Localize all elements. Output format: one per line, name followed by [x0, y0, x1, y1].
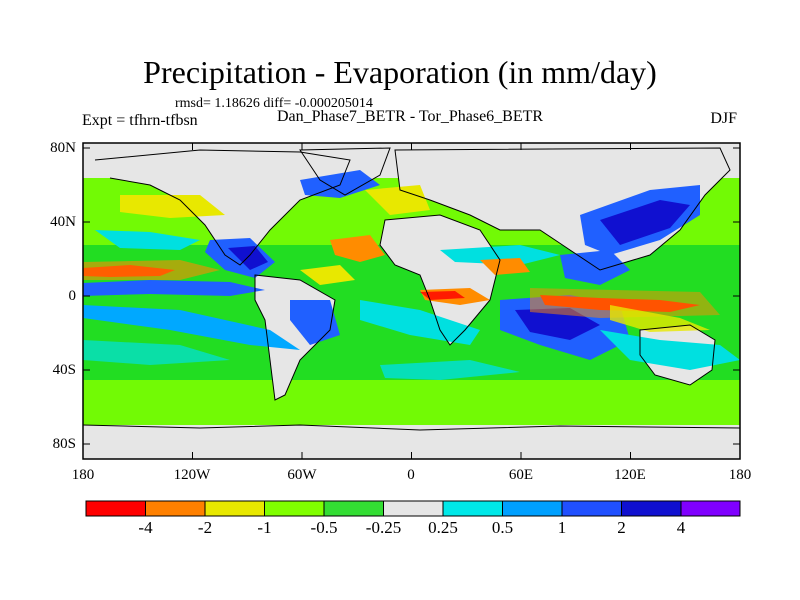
x-tick-label: 60W: [287, 467, 317, 483]
x-tick-label: 120E: [614, 467, 646, 483]
y-tick-label: 40N: [50, 214, 76, 230]
colorbar-label: -1: [257, 518, 272, 537]
colorbar-swatch: [264, 500, 325, 517]
colorbar-swatch: [502, 500, 563, 517]
colorbar-swatch: [323, 500, 384, 517]
y-tick-label: 0: [68, 288, 77, 304]
colorbar-swatch: [204, 500, 265, 517]
colorbar-swatch: [561, 500, 622, 517]
x-tick-label: 60E: [508, 467, 534, 483]
y-tick-label: 80S: [52, 436, 76, 452]
y-tick-label: 80N: [50, 140, 76, 156]
colorbar-swatch: [383, 500, 444, 517]
x-ticks: [82, 143, 741, 459]
x-tick-label: 120W: [173, 467, 211, 483]
colorbar-swatch: [145, 500, 206, 517]
experiment-label: Expt = tfhrn-tfbsn: [82, 112, 198, 129]
y-tick-label: 40S: [52, 362, 76, 378]
colorbar-label: 1: [557, 518, 567, 537]
colorbar-label: -0.5: [310, 518, 338, 537]
colorbar: [85, 500, 741, 517]
comparison-label: Dan_Phase7_BETR - Tor_Phase6_BETR: [276, 108, 544, 125]
stats-label: rmsd= 1.18626 diff= -0.000205014: [175, 96, 373, 111]
colorbar-label: 0.5: [491, 518, 514, 537]
colorbar-swatch: [442, 500, 503, 517]
map-field: [83, 143, 740, 459]
colorbar-label: 4: [676, 518, 686, 537]
x-tick-label: 0: [407, 467, 415, 483]
colorbar-label: -0.25: [365, 518, 402, 537]
x-tick-label: 180: [71, 467, 95, 483]
colorbar-label: 2: [617, 518, 626, 537]
y-ticks: [83, 147, 740, 445]
colorbar-swatch: [680, 500, 741, 517]
season-label: DJF: [710, 110, 737, 127]
colorbar-label: 0.25: [428, 518, 458, 537]
colorbar-swatch: [85, 500, 146, 517]
map-title: Precipitation - Evaporation (in mm/day): [143, 54, 657, 90]
colorbar-swatch: [621, 500, 682, 517]
colorbar-label: -2: [197, 518, 213, 537]
colorbar-label: -4: [138, 518, 153, 537]
x-tick-label: 180: [728, 467, 752, 483]
